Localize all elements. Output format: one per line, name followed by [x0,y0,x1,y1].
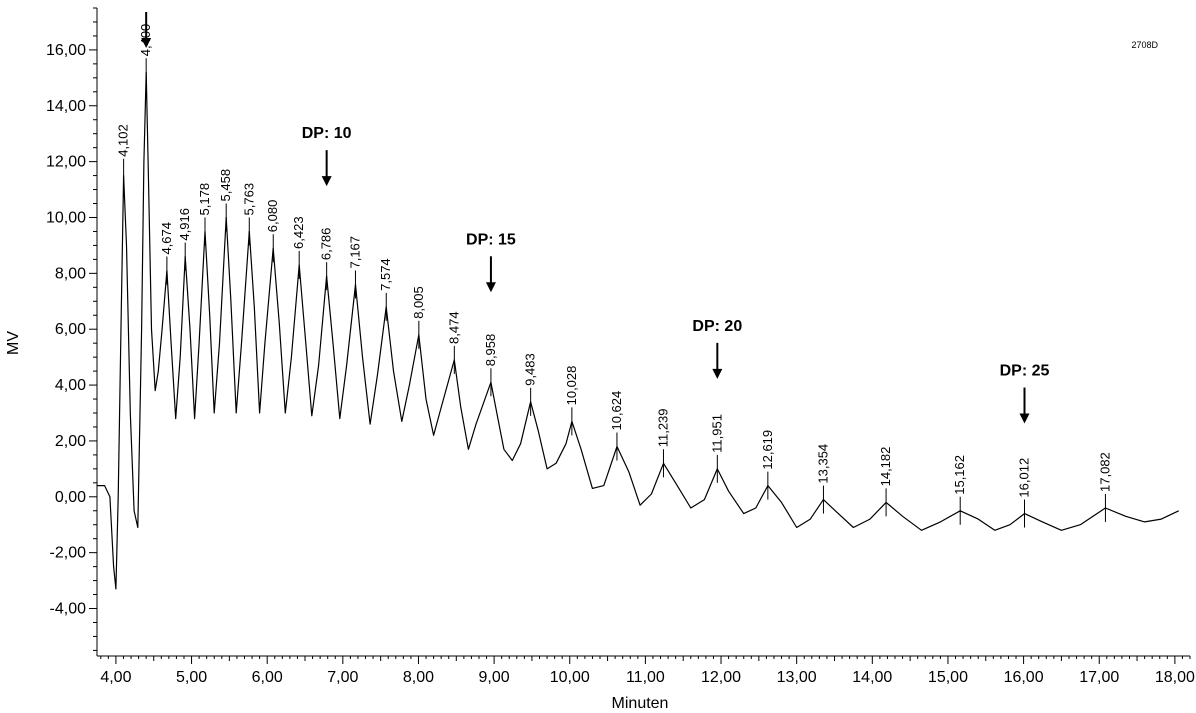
y-tick-label: 10,00 [46,209,86,226]
x-tick-label: 6,00 [252,669,283,686]
peak-label: 13,354 [815,444,830,484]
dp-annotation-label: DP: 20 [692,318,742,335]
x-tick-label: 5,00 [176,669,207,686]
y-tick-label: 8,00 [55,265,86,282]
peak-label: 10,624 [609,391,624,431]
x-tick-label: 7,00 [327,669,358,686]
y-tick-label: 16,00 [46,42,86,59]
y-axis-label: MV [5,331,22,355]
peak-label: 17,082 [1097,452,1112,492]
peak-label: 6,423 [291,216,306,249]
peak-label: 14,182 [878,447,893,487]
peak-label: 4,916 [177,208,192,241]
peak-label: 16,012 [1016,458,1031,498]
dp-arrow-head [485,282,496,293]
y-tick-label: 14,00 [46,98,86,115]
x-tick-label: 9,00 [479,669,510,686]
chart-code-label: 2708D [1131,40,1158,50]
x-tick-label: 16,00 [1004,669,1044,686]
dp-annotation-label: DP: 25 [1000,363,1050,380]
peak-label: 7,574 [378,258,393,291]
dp-annotation-label: DP: 2 [126,0,167,4]
x-tick-label: 4,00 [100,669,131,686]
y-tick-label: 4,00 [55,377,86,394]
peak-label: 5,178 [197,183,212,216]
y-tick-label: -4,00 [50,601,87,618]
peak-label: 4,102 [116,124,131,157]
dp-arrow-head [712,368,723,379]
y-ticks: -4,00 -2,00 0,00 2,00 4,00 6,00 8,00 10,00 12,00… [46,7,97,651]
peak-label: 12,619 [760,430,775,470]
x-tick-label: 17,00 [1079,669,1119,686]
peak-label: 6,080 [265,200,280,233]
x-tick-label: 15,00 [928,669,968,686]
x-tick-label: 18,00 [1155,669,1195,686]
x-tick-label: 8,00 [403,669,434,686]
peak-label: 15,162 [952,455,967,495]
dp-annotation-label: DP: 15 [466,231,516,248]
peak-label: 6,786 [319,228,334,261]
y-tick-label: 6,00 [55,321,86,338]
peak-label: 9,483 [523,353,538,386]
x-tick-label: 11,00 [626,669,665,686]
peak-label: 5,763 [241,183,256,216]
dp-arrow-head [1019,413,1030,424]
chromatogram-trace [97,71,1179,590]
axes [96,8,1190,657]
peak-label: 8,474 [446,311,461,344]
peak-label: 11,951 [709,414,724,453]
y-tick-label: 12,00 [46,154,86,171]
dp-annotations: DP: 2 DP: 10 DP: 15 DP: 20 DP: 25 [126,0,1050,424]
peak-labels: 4,1024,4004,6744,9165,1785,4585,7636,080… [116,24,1112,528]
peak-label: 8,958 [483,334,498,367]
peak-label: 5,458 [218,169,233,202]
x-axis-label: Minuten [612,695,669,712]
y-tick-label: 2,00 [55,433,86,450]
x-tick-label: 10,00 [550,669,590,686]
x-tick-label: 13,00 [777,669,817,686]
y-tick-label: 0,00 [55,489,86,506]
x-tick-label: 14,00 [852,669,892,686]
dp-arrow-head [321,176,332,187]
dp-annotation-label: DP: 10 [302,125,352,142]
peak-label: 10,028 [564,366,579,406]
y-tick-label: -2,00 [50,545,87,562]
x-ticks: 4,00 5,00 6,00 7,00 8,00 9,00 10,00 11,00 12,00 1… [100,656,1195,686]
peak-label: 8,005 [411,286,426,319]
peak-label: 4,674 [159,222,174,255]
x-tick-label: 12,00 [701,669,741,686]
dp-arrow-head [141,38,152,48]
peak-label: 7,167 [347,236,362,269]
peak-label: 11,239 [655,408,670,447]
